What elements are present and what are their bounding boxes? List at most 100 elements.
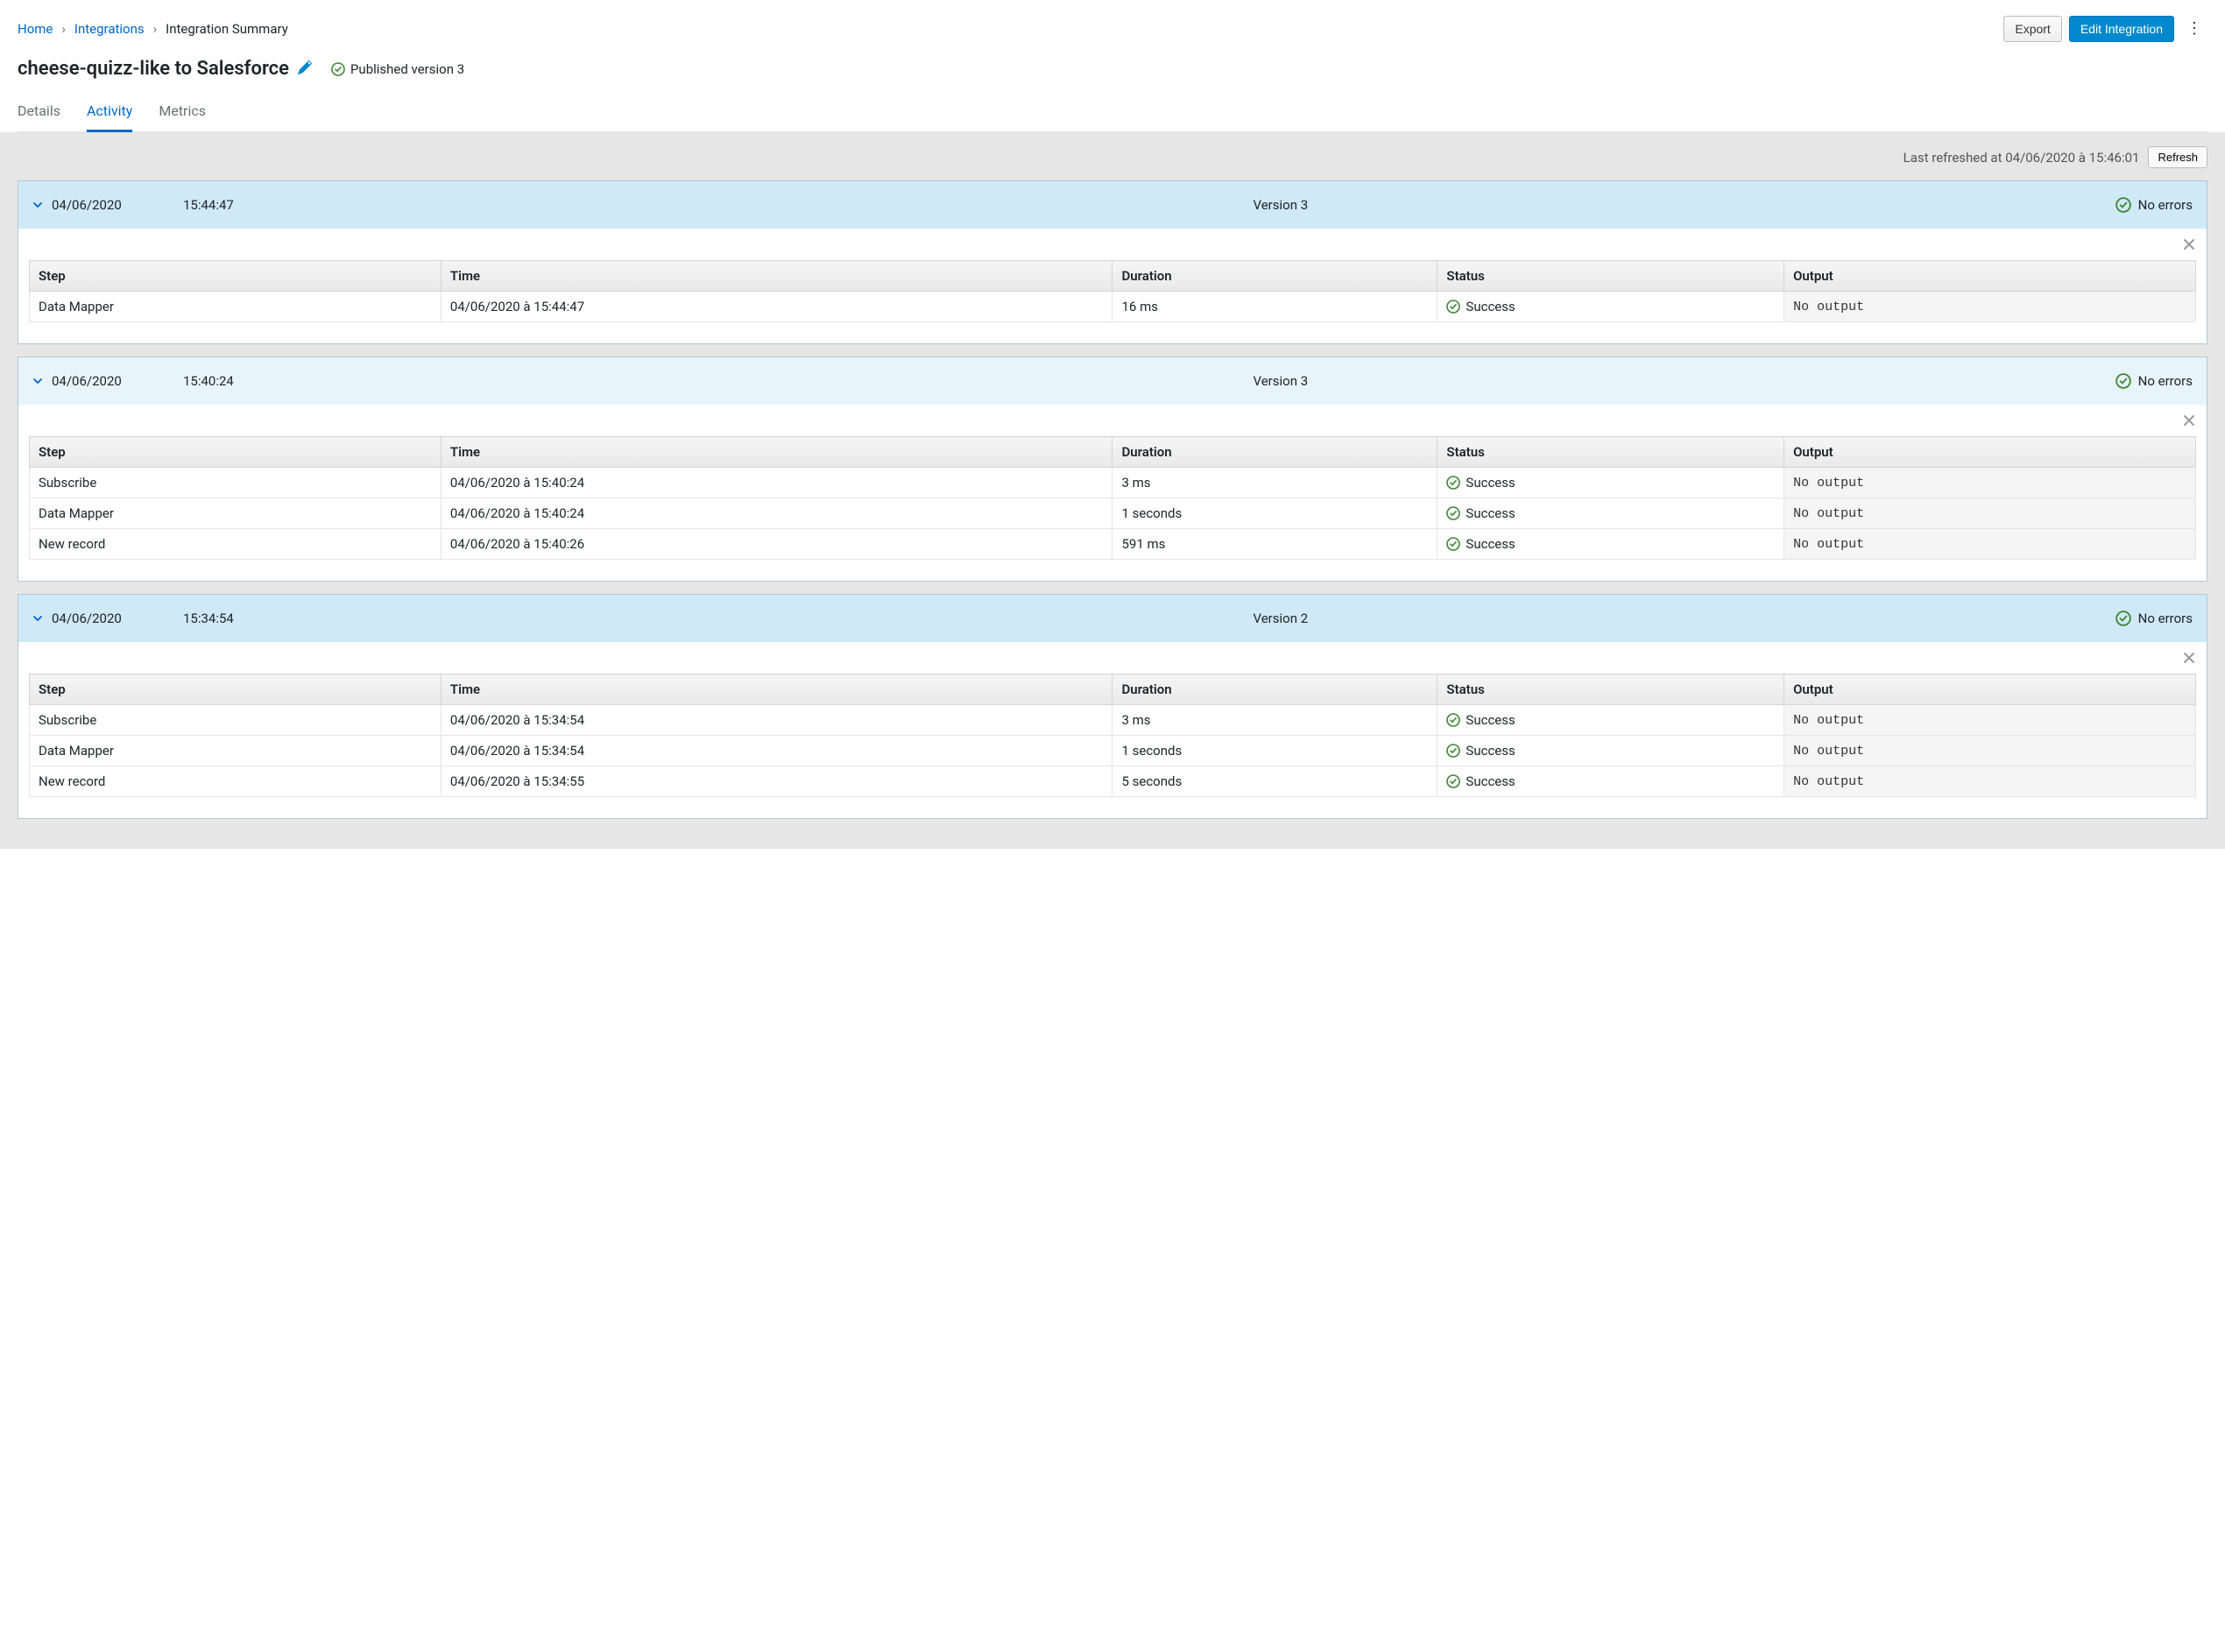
step-duration: 1 seconds	[1112, 736, 1437, 766]
step-duration: 591 ms	[1112, 529, 1437, 560]
step-time: 04/06/2020 à 15:40:24	[441, 468, 1112, 498]
activity-version: Version 2	[446, 611, 2116, 626]
step-output: No output	[1784, 529, 2196, 560]
kebab-menu-icon[interactable]: ⋮	[2181, 18, 2207, 40]
col-status: Status	[1437, 261, 1784, 292]
step-table: Step Time Duration Status Output Subscri…	[29, 436, 2196, 560]
check-circle-icon	[2116, 197, 2131, 213]
step-name: Data Mapper	[30, 498, 441, 529]
col-step: Step	[30, 261, 441, 292]
col-time: Time	[441, 674, 1112, 705]
col-duration: Duration	[1112, 437, 1437, 468]
step-output: No output	[1784, 498, 2196, 529]
activity-time: 15:34:54	[183, 611, 446, 626]
activity-date: 04/06/2020	[52, 373, 183, 389]
close-icon[interactable]	[2182, 651, 2196, 668]
step-name: Subscribe	[30, 468, 441, 498]
step-name: New record	[30, 529, 441, 560]
step-name: Subscribe	[30, 705, 441, 736]
col-duration: Duration	[1112, 261, 1437, 292]
breadcrumb-current: Integration Summary	[166, 21, 288, 37]
step-status: Success	[1437, 736, 1784, 766]
step-time: 04/06/2020 à 15:40:24	[441, 498, 1112, 529]
edit-title-icon[interactable]	[298, 60, 312, 78]
check-circle-icon	[1446, 506, 1460, 520]
step-name: Data Mapper	[30, 736, 441, 766]
check-circle-icon	[331, 62, 345, 76]
breadcrumb: Home › Integrations › Integration Summar…	[18, 21, 288, 37]
activity-body: Step Time Duration Status Output Subscri…	[18, 642, 2207, 818]
check-circle-icon	[1446, 774, 1460, 788]
step-table: Step Time Duration Status Output Subscri…	[29, 674, 2196, 797]
edit-integration-button[interactable]: Edit Integration	[2069, 16, 2174, 42]
activity-time: 15:40:24	[183, 373, 446, 389]
col-time: Time	[441, 261, 1112, 292]
last-refreshed-text: Last refreshed at 04/06/2020 à 15:46:01	[1904, 150, 2140, 166]
check-circle-icon	[2116, 611, 2131, 626]
step-output: No output	[1784, 468, 2196, 498]
activity-date: 04/06/2020	[52, 197, 183, 213]
tab-activity[interactable]: Activity	[87, 95, 132, 132]
table-row: New record 04/06/2020 à 15:34:55 5 secon…	[30, 766, 2196, 797]
step-output: No output	[1784, 736, 2196, 766]
check-circle-icon	[1446, 744, 1460, 758]
activity-status: No errors	[2116, 611, 2193, 626]
activity-header[interactable]: 04/06/2020 15:40:24 Version 3 No errors	[18, 357, 2207, 405]
step-status: Success	[1437, 766, 1784, 797]
step-status: Success	[1437, 705, 1784, 736]
col-step: Step	[30, 674, 441, 705]
breadcrumb-sep-icon: ›	[153, 21, 158, 37]
table-row: Data Mapper 04/06/2020 à 15:34:54 1 seco…	[30, 736, 2196, 766]
step-output: No output	[1784, 705, 2196, 736]
step-output: No output	[1784, 292, 2196, 322]
col-output: Output	[1784, 261, 2196, 292]
step-duration: 5 seconds	[1112, 766, 1437, 797]
table-row: New record 04/06/2020 à 15:40:26 591 ms …	[30, 529, 2196, 560]
step-duration: 16 ms	[1112, 292, 1437, 322]
tab-metrics[interactable]: Metrics	[159, 95, 206, 132]
published-badge: Published version 3	[331, 61, 464, 77]
step-time: 04/06/2020 à 15:40:26	[441, 529, 1112, 560]
table-row: Data Mapper 04/06/2020 à 15:44:47 16 ms …	[30, 292, 2196, 322]
page-title: cheese-quizz-like to Salesforce	[18, 58, 289, 80]
check-circle-icon	[1446, 537, 1460, 551]
export-button[interactable]: Export	[2003, 16, 2061, 42]
col-duration: Duration	[1112, 674, 1437, 705]
step-status: Success	[1437, 498, 1784, 529]
col-output: Output	[1784, 437, 2196, 468]
activity-card: 04/06/2020 15:44:47 Version 3 No errors …	[18, 180, 2207, 344]
step-time: 04/06/2020 à 15:34:54	[441, 736, 1112, 766]
published-text: Published version 3	[350, 61, 464, 77]
step-time: 04/06/2020 à 15:34:55	[441, 766, 1112, 797]
activity-card: 04/06/2020 15:40:24 Version 3 No errors …	[18, 357, 2207, 582]
step-duration: 3 ms	[1112, 705, 1437, 736]
step-time: 04/06/2020 à 15:44:47	[441, 292, 1112, 322]
refresh-button[interactable]: Refresh	[2148, 146, 2207, 168]
step-status: Success	[1437, 529, 1784, 560]
breadcrumb-integrations[interactable]: Integrations	[74, 21, 145, 37]
activity-body: Step Time Duration Status Output Subscri…	[18, 405, 2207, 581]
chevron-down-icon	[32, 376, 43, 386]
check-circle-icon	[1446, 713, 1460, 727]
tab-details[interactable]: Details	[18, 95, 60, 132]
col-time: Time	[441, 437, 1112, 468]
check-circle-icon	[1446, 300, 1460, 314]
activity-header[interactable]: 04/06/2020 15:44:47 Version 3 No errors	[18, 181, 2207, 229]
activity-status: No errors	[2116, 373, 2193, 389]
breadcrumb-home[interactable]: Home	[18, 21, 53, 37]
check-circle-icon	[2116, 373, 2131, 389]
breadcrumb-sep-icon: ›	[61, 21, 66, 37]
close-icon[interactable]	[2182, 237, 2196, 255]
step-duration: 3 ms	[1112, 468, 1437, 498]
step-table: Step Time Duration Status Output Data Ma…	[29, 260, 2196, 322]
activity-header[interactable]: 04/06/2020 15:34:54 Version 2 No errors	[18, 595, 2207, 642]
activity-status: No errors	[2116, 197, 2193, 213]
col-step: Step	[30, 437, 441, 468]
activity-body: Step Time Duration Status Output Data Ma…	[18, 229, 2207, 343]
step-output: No output	[1784, 766, 2196, 797]
step-name: Data Mapper	[30, 292, 441, 322]
col-status: Status	[1437, 437, 1784, 468]
chevron-down-icon	[32, 200, 43, 210]
activity-version: Version 3	[446, 197, 2116, 213]
close-icon[interactable]	[2182, 413, 2196, 431]
